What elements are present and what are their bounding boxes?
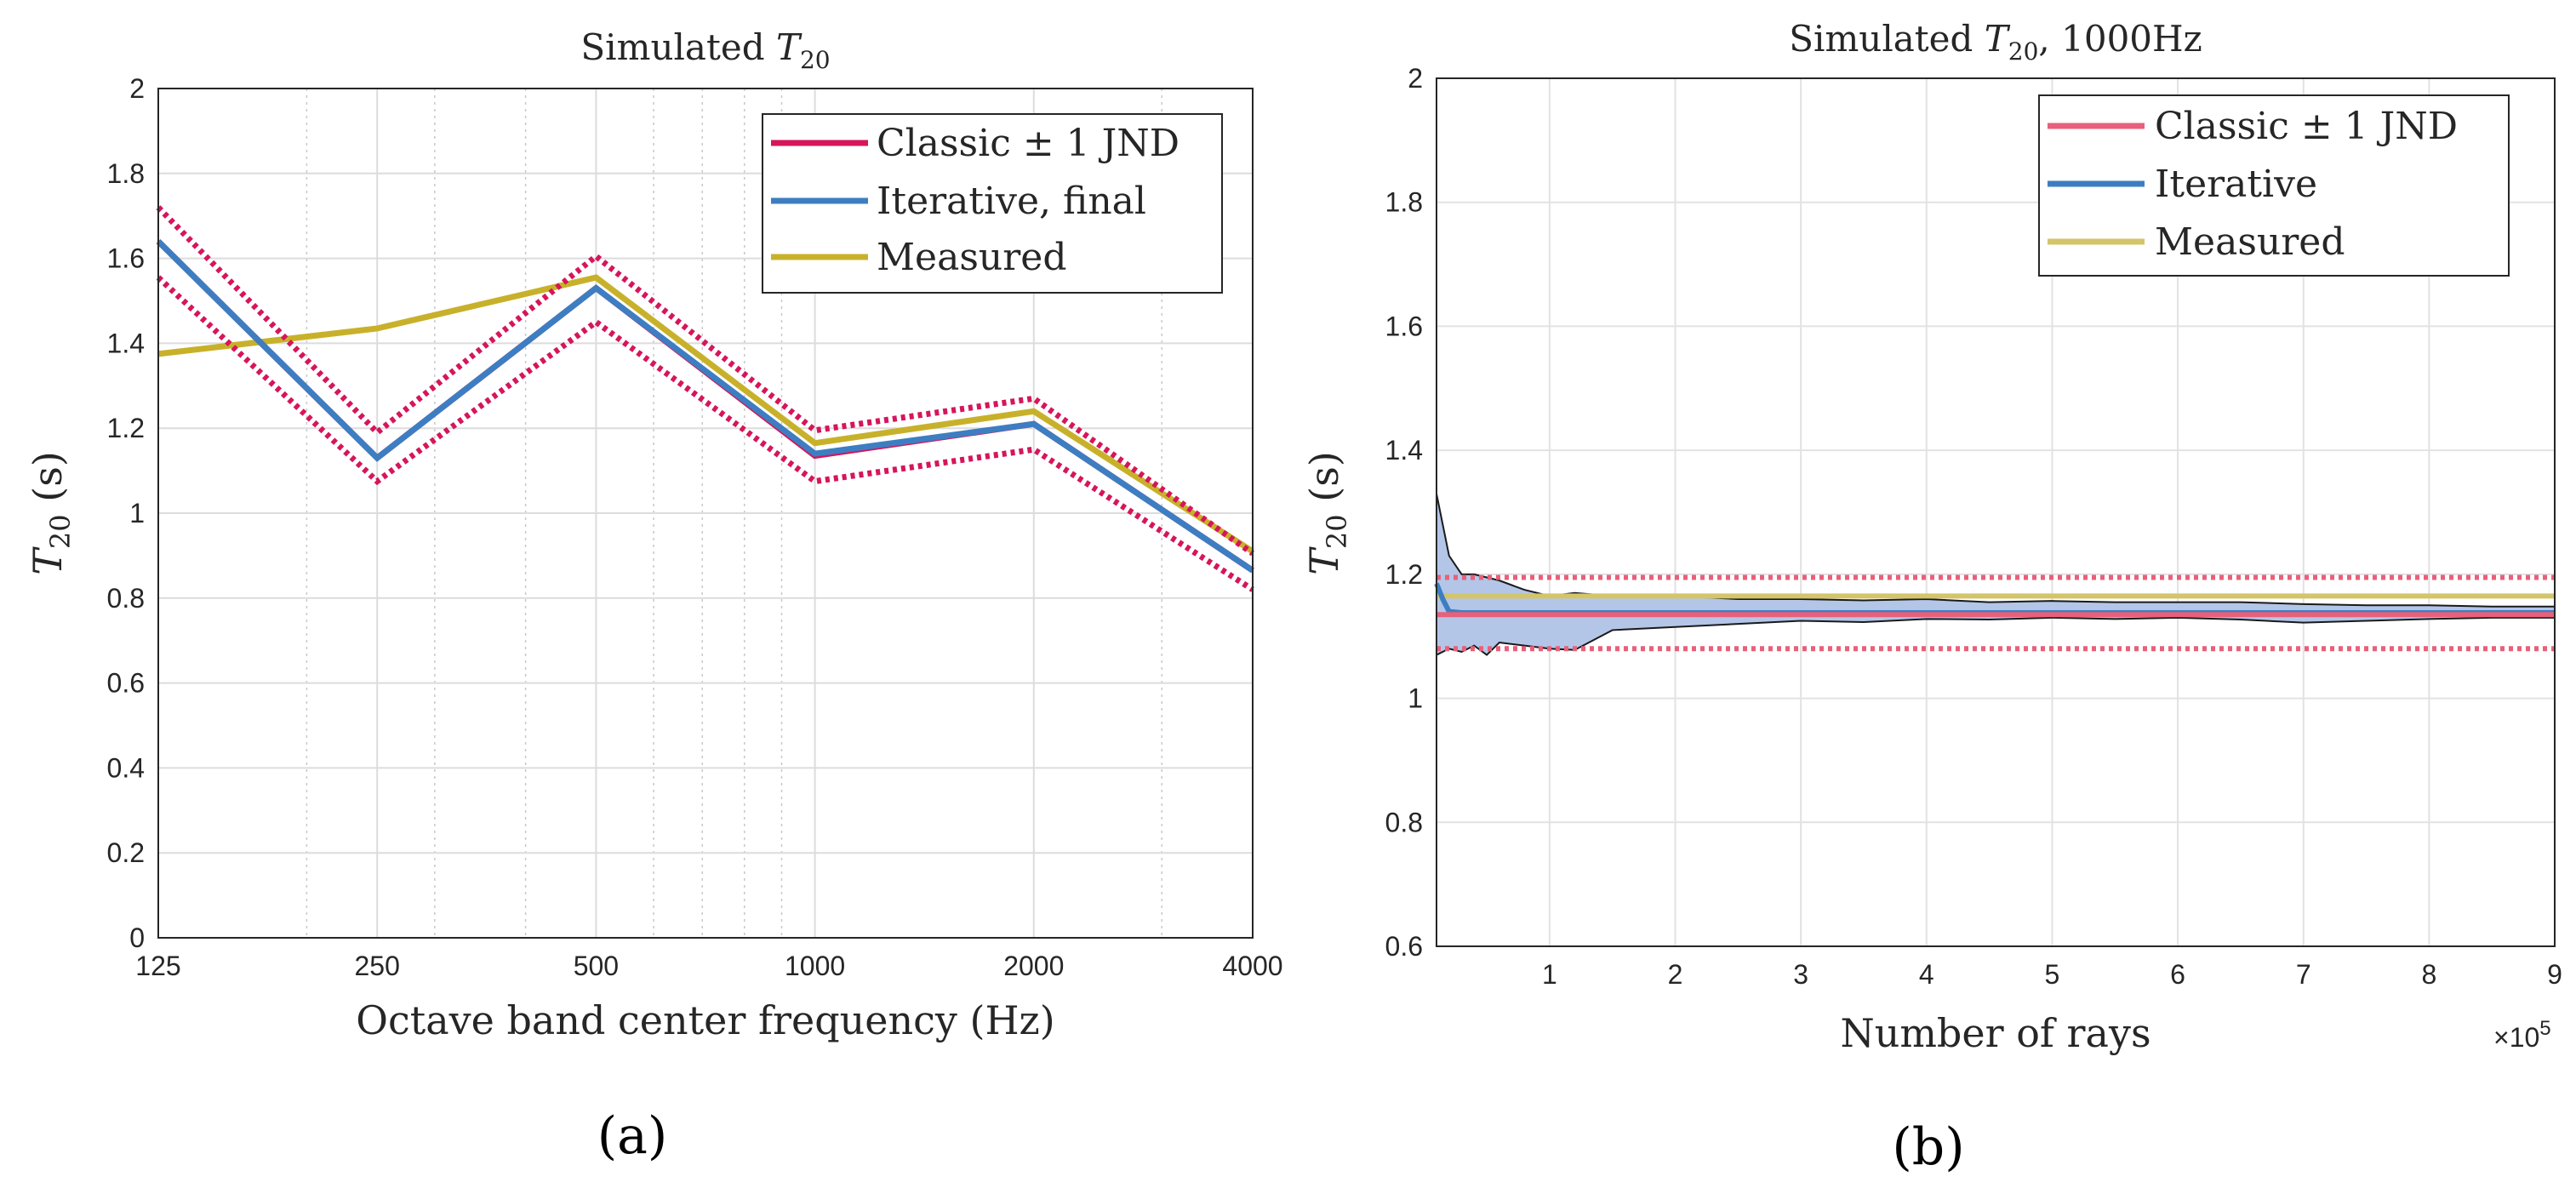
chart-a-y-tick-label: 0.4 [107,752,145,783]
chart-a-legend: Classic ± 1 JND Iterative, final Measure… [762,113,1223,294]
chart-a-series-measured [157,274,1254,554]
chart-b-x-tick-label: 6 [2170,959,2185,990]
chart-a-legend-label-measured: Measured [877,236,1066,279]
chart-a-xlabel: Octave band center frequency (Hz) [356,997,1055,1043]
chart-b-legend-label-iterative: Iterative [2155,163,2317,206]
chart-a-y-ticks: 0 0.2 0.4 0.6 0.8 1 1.2 1.4 1.6 1.8 2 [107,73,145,953]
chart-a-y-tick-label: 1.4 [107,328,145,358]
chart-a-x-tick-label: 500 [574,951,619,981]
chart-b-y-tick-label: 1.8 [1385,187,1423,218]
chart-a-title: Simulated T20 [580,26,830,74]
chart-b-series [1434,493,2555,656]
chart-a-x-ticks: 125 250 500 1000 2000 4000 [135,951,1282,981]
chart-b-y-tick-label: 0.6 [1385,931,1423,962]
chart-b: 1 2 3 4 5 6 7 8 9 0.6 0.8 1 1.2 1.4 1.6 1.8 2 Simulated… [1301,18,2562,1177]
chart-a-x-tick-label: 4000 [1222,951,1282,981]
chart-b-y-tick-label: 1.6 [1385,311,1423,341]
chart-a-legend-label-classic: Classic ± 1 JND [877,122,1179,165]
chart-b-axes-box [1436,77,2556,947]
chart-a-x-tick-label: 2000 [1003,951,1064,981]
chart-a-y-tick-label: 0.8 [107,583,145,614]
chart-b-x-multiplier: ×105 [2493,1017,2551,1053]
chart-a-legend-label-iterative: Iterative, final [877,180,1146,223]
chart-a-x-tick-label: 125 [135,951,180,981]
chart-a-ylabel: T20 (s) [25,451,77,575]
chart-a-y-tick-label: 1 [129,498,145,528]
chart-b-band-lower [1436,616,2555,656]
panel-label-b: (b) [1892,1117,1964,1177]
chart-a-series [156,205,1255,592]
chart-b-x-tick-label: 1 [1542,959,1557,990]
chart-b-xlabel: Number of rays [1840,1010,2150,1056]
chart-a-series-jnd [156,205,1255,557]
chart-a-axes-box [157,88,1254,939]
chart-a: 125 250 500 1000 2000 4000 0 0.2 0.4 0.6 0.8 1 1.2 1… [25,26,1283,1166]
chart-b-ylabel: T20 (s) [1301,451,1353,575]
panel-label-a: (a) [597,1106,668,1166]
chart-b-y-tick-label: 1.2 [1385,559,1423,590]
chart-a-y-tick-label: 0.6 [107,668,145,699]
chart-b-x-tick-label: 5 [2045,959,2060,990]
chart-b-y-ticks: 0.6 0.8 1 1.2 1.4 1.6 1.8 2 [1385,63,1423,962]
chart-b-band-upper [1436,493,2555,608]
chart-b-x-ticks: 1 2 3 4 5 6 7 8 9 [1542,959,2562,990]
chart-a-series-jnd [156,275,1254,592]
chart-b-x-tick-label: 3 [1793,959,1808,990]
chart-b-y-tick-label: 0.8 [1385,807,1423,837]
chart-a-y-tick-label: 0.2 [107,837,145,868]
chart-b-x-tick-label: 8 [2421,959,2436,990]
chart-b-title: Simulated T20, 1000Hz [1789,18,2202,66]
chart-a-y-tick-label: 1.8 [107,158,145,189]
chart-a-y-tick-label: 0 [129,922,145,953]
chart-b-x-tick-label: 9 [2547,959,2562,990]
chart-b-legend-label-classic: Classic ± 1 JND [2155,105,2458,148]
chart-b-x-tick-label: 7 [2296,959,2311,990]
chart-a-x-tick-label: 250 [355,951,400,981]
chart-a-y-tick-label: 1.2 [107,413,145,443]
chart-a-y-tick-label: 1.6 [107,243,145,274]
chart-a-series-iterative [156,239,1254,574]
chart-b-x-tick-label: 4 [1919,959,1934,990]
chart-b-x-tick-label: 2 [1668,959,1683,990]
chart-b-legend: Classic ± 1 JND Iterative Measured [2038,94,2510,277]
chart-a-y-tick-label: 2 [129,73,145,104]
chart-b-y-tick-label: 2 [1408,63,1423,94]
chart-b-y-tick-label: 1.4 [1385,435,1423,465]
chart-a-x-tick-label: 1000 [785,951,845,981]
chart-b-y-tick-label: 1 [1408,683,1423,714]
chart-b-legend-label-measured: Measured [2155,220,2345,264]
